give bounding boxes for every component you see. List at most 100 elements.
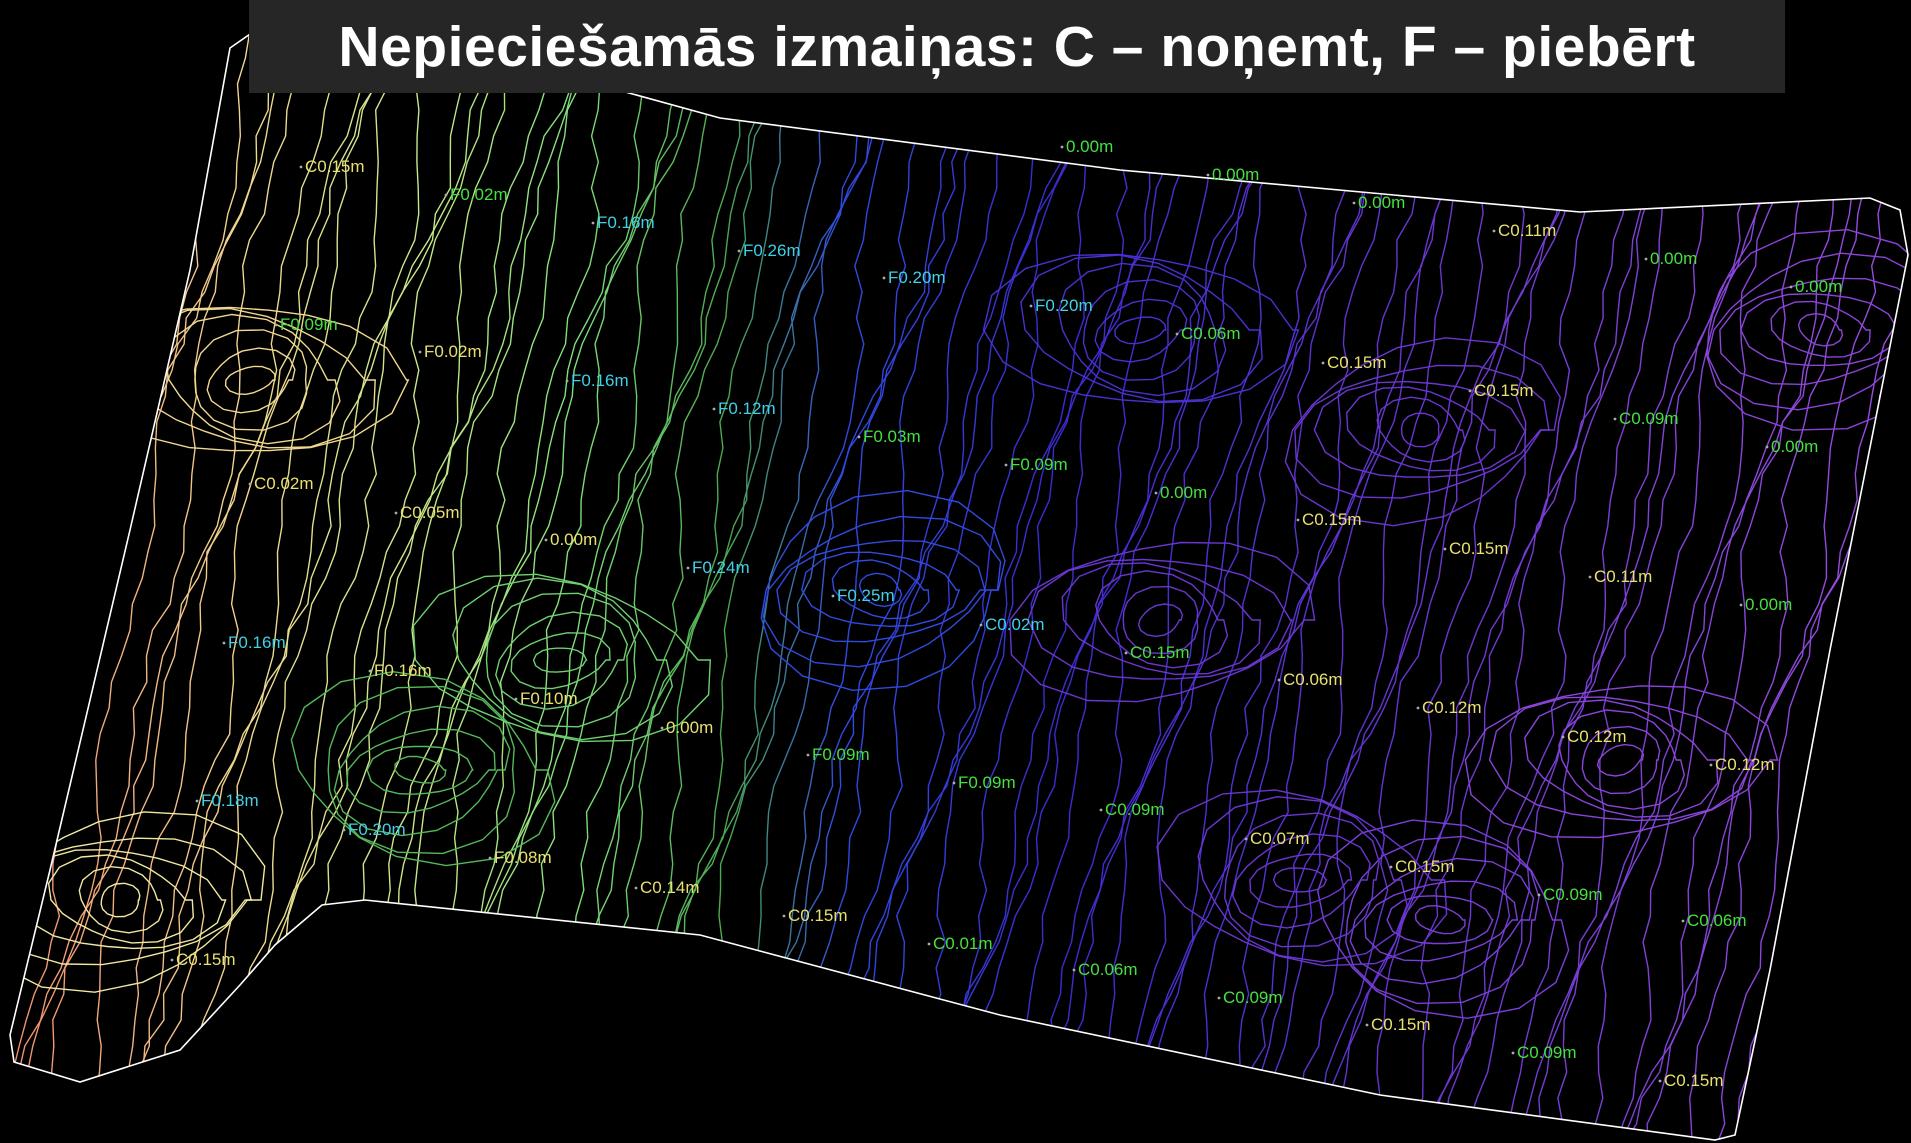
elevation-label: C0.09m — [1223, 988, 1283, 1007]
contour-line — [10, 16, 269, 1140]
survey-point-marker — [806, 753, 810, 757]
contour-ring — [532, 647, 588, 673]
elevation-label: 0.00m — [1358, 193, 1405, 212]
contour-line — [1113, 16, 1410, 1140]
elevation-label: F0.20m — [888, 268, 946, 287]
contour-ring — [982, 253, 1300, 404]
contour-line — [863, 16, 1140, 1140]
elevation-label: C0.15m — [305, 157, 365, 176]
elevation-label: F0.03m — [863, 427, 921, 446]
survey-point-marker — [1296, 518, 1300, 522]
contour-ring — [1349, 857, 1535, 985]
survey-point-marker — [514, 697, 518, 701]
elevation-label: 0.00m — [1212, 165, 1259, 184]
survey-point-marker — [1613, 417, 1617, 421]
elevation-label: C0.09m — [1517, 1043, 1577, 1062]
elevation-label: C0.07m — [1250, 829, 1310, 848]
contour-line — [908, 16, 1227, 1140]
contour-line — [10, 16, 291, 1140]
field-boundary — [9, 15, 1909, 1141]
survey-point-marker — [1060, 145, 1064, 149]
contour-line — [1427, 16, 1748, 1140]
contour-ring — [776, 539, 986, 643]
contour-ring — [1082, 279, 1201, 381]
contour-line — [10, 16, 200, 1140]
elevation-labels: C0.15m F0.02m F0.16m F0.26m F0.20m 0.00m 0.00m… — [170, 137, 1842, 1090]
contour-line — [49, 16, 307, 1140]
contour-ring — [1464, 685, 1779, 839]
elevation-label: C0.14m — [640, 878, 700, 897]
contour-ring — [1094, 298, 1188, 363]
elevation-label: C0.06m — [1687, 911, 1747, 930]
contour-line — [11, 16, 300, 1140]
contour-ring — [100, 882, 141, 918]
contour-ring — [1197, 795, 1408, 963]
elevation-label: C0.02m — [254, 474, 314, 493]
contour-line — [817, 16, 1120, 1140]
contour-ring — [1114, 316, 1167, 345]
contour-line — [1529, 16, 1825, 1140]
survey-point-marker — [342, 828, 346, 832]
elevation-label: C0.01m — [933, 934, 993, 953]
contour-line — [757, 16, 1027, 1140]
elevation-label: C0.06m — [1078, 960, 1138, 979]
contour-line — [1125, 16, 1426, 1140]
contour-line — [399, 16, 650, 1140]
contour-ring — [78, 865, 164, 934]
survey-point-marker — [222, 641, 226, 645]
survey-point-marker — [1416, 706, 1420, 710]
contour-ring — [327, 685, 516, 855]
survey-point-marker — [979, 623, 983, 627]
contour-ring — [762, 515, 1002, 668]
elevation-label: C0.15m — [1371, 1015, 1431, 1034]
contour-line — [1618, 16, 1908, 1140]
survey-point-marker — [248, 482, 252, 486]
survey-point-marker — [394, 511, 398, 515]
survey-point-marker — [299, 165, 303, 169]
contour-line — [1729, 16, 1908, 1140]
contour-ring — [10, 837, 253, 966]
elevation-label: F0.16m — [228, 633, 286, 652]
contour-line — [1803, 16, 1908, 1140]
contour-ring — [1156, 789, 1448, 967]
contour-ring — [1313, 380, 1527, 478]
elevation-label: F0.16m — [571, 371, 629, 390]
contour-line — [96, 16, 382, 1140]
title-bar: Nepieciešamās izmaiņas: C – noņemt, F – … — [249, 0, 1785, 93]
survey-point-marker — [1468, 389, 1472, 393]
survey-point-marker — [634, 886, 638, 890]
survey-point-marker — [565, 379, 569, 383]
survey-point-marker — [1217, 996, 1221, 1000]
contour-line — [1646, 16, 1908, 1140]
elevation-label: F0.09m — [1010, 455, 1068, 474]
contour-line — [321, 16, 629, 1140]
contour-ring — [1386, 895, 1494, 945]
survey-point-marker — [1277, 678, 1281, 682]
survey-point-marker — [1588, 575, 1592, 579]
survey-point-marker — [368, 669, 372, 673]
contour-ring — [510, 632, 611, 690]
elevation-label: F0.18m — [201, 791, 259, 810]
contour-line — [141, 16, 425, 1140]
elevation-label: C0.15m — [788, 906, 848, 925]
elevation-label: F0.12m — [718, 399, 776, 418]
contour-line — [905, 16, 1205, 1140]
contour-ring — [1414, 904, 1466, 935]
contour-ring — [801, 551, 961, 628]
survey-point-marker — [591, 221, 595, 225]
contour-ring — [1524, 699, 1719, 818]
survey-point-marker — [831, 594, 835, 598]
contour-line — [261, 16, 522, 1140]
elevation-label: 0.00m — [666, 718, 713, 737]
contour-line — [1820, 16, 1908, 1140]
elevation-label: F0.09m — [280, 315, 338, 334]
contour-line — [360, 16, 633, 1140]
survey-point-marker — [1029, 304, 1033, 308]
survey-point-marker — [170, 958, 174, 962]
elevation-label: C0.15m — [1474, 381, 1534, 400]
contour-line — [1375, 16, 1631, 1140]
contour-line — [1713, 16, 1908, 1140]
contour-line — [10, 16, 215, 1140]
contour-ring — [1488, 696, 1754, 822]
survey-point-marker — [1537, 893, 1541, 897]
